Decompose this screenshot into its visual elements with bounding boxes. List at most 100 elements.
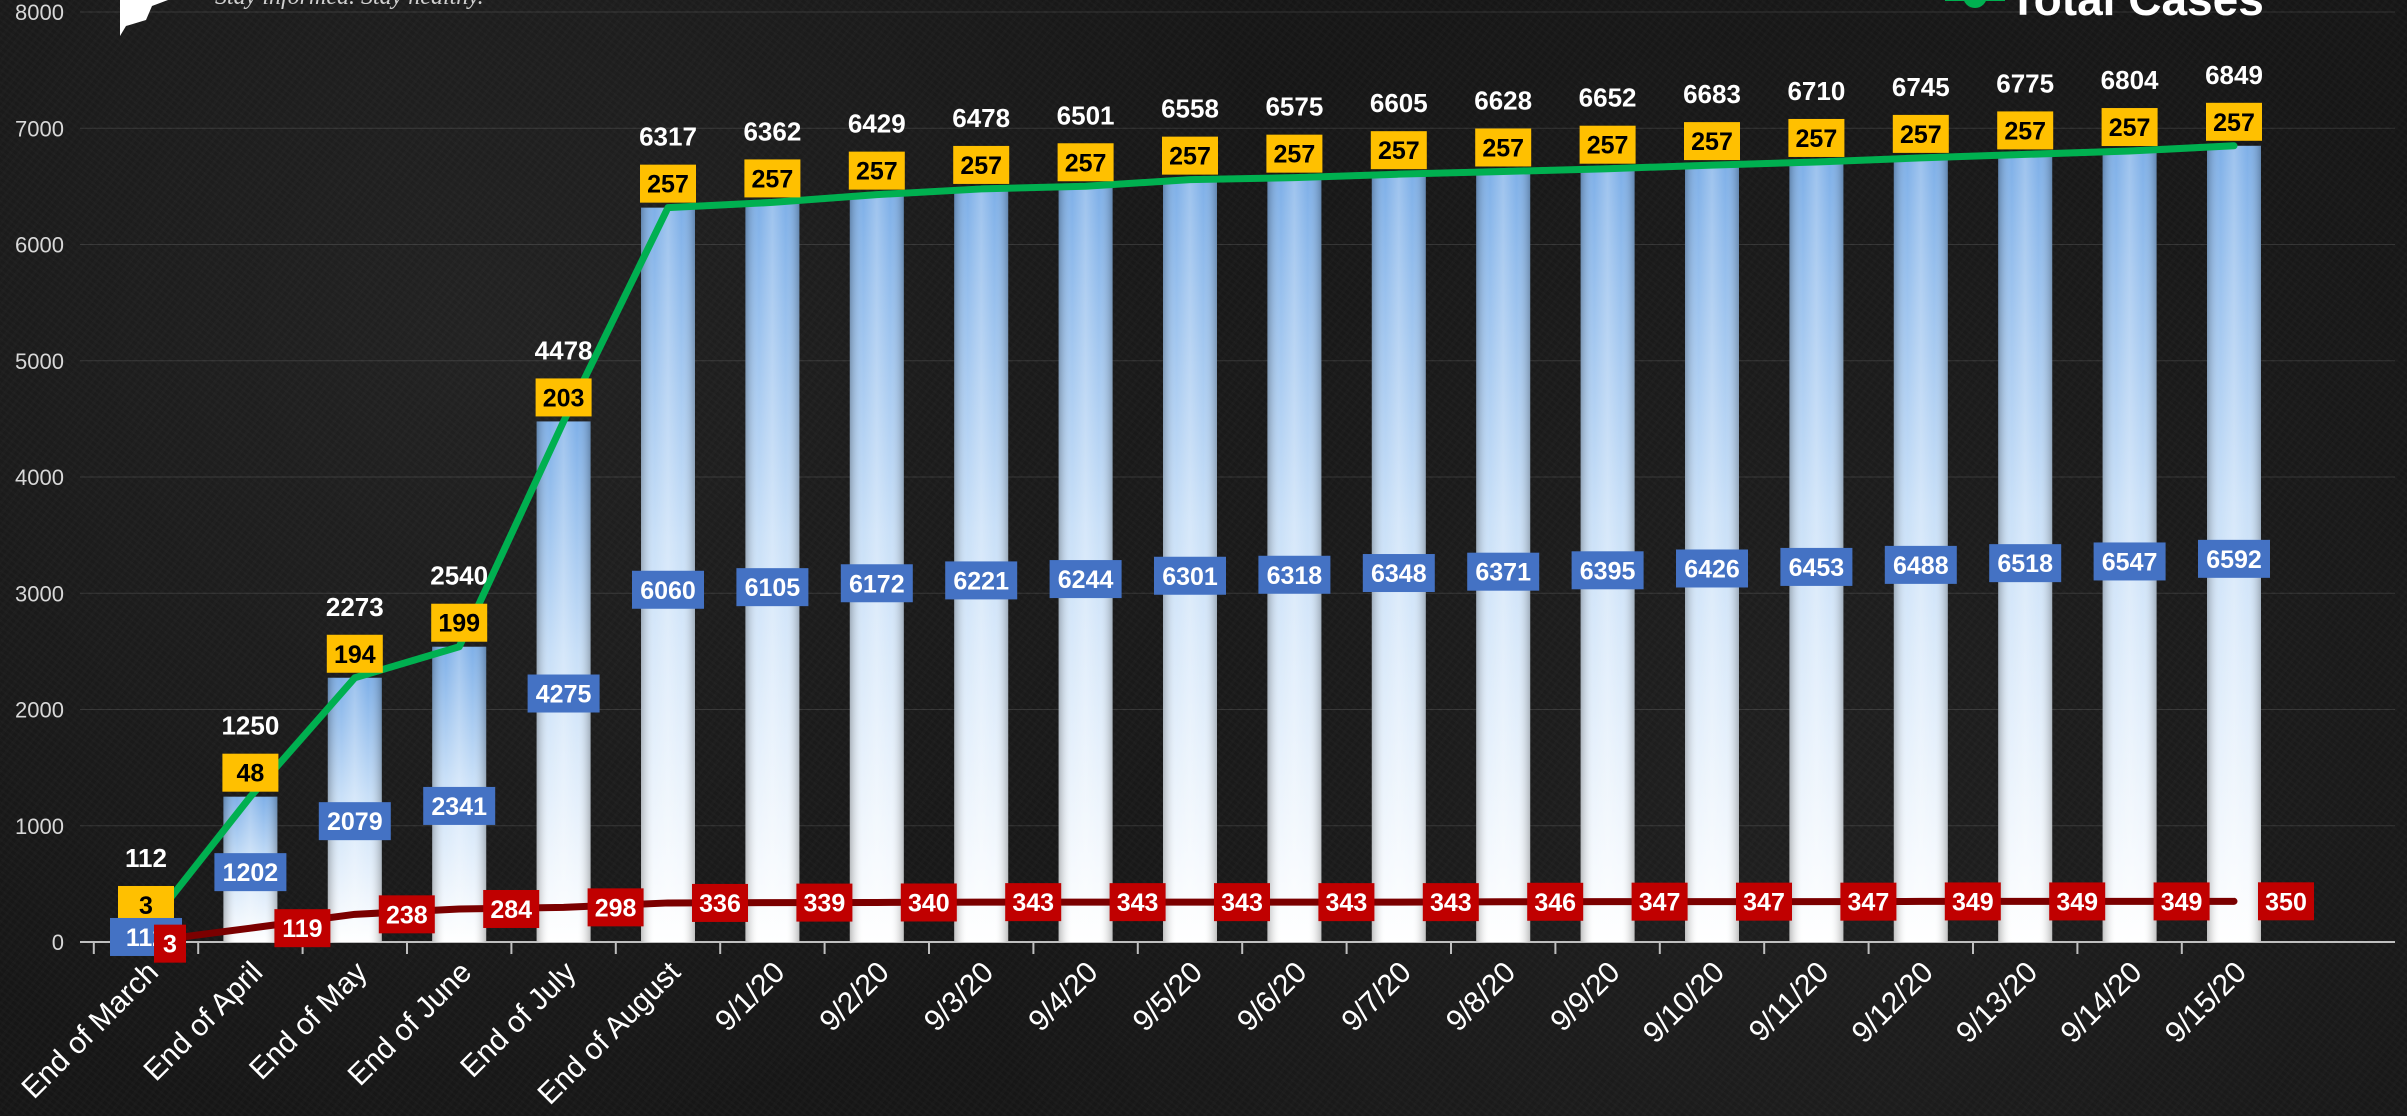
recovered-label-box [1571, 551, 1644, 590]
active-label-text: 257 [2004, 117, 2046, 145]
recovered-label-text: 6348 [1371, 560, 1427, 588]
x-tick-label: 9/15/20 [2159, 956, 2253, 1050]
deaths-label: 343 [1318, 883, 1375, 922]
recovered-label-text: 6518 [1997, 550, 2053, 578]
x-tick-label: 9/14/20 [2054, 956, 2148, 1050]
deaths-label: 347 [1736, 882, 1792, 921]
deaths-label-text: 349 [2161, 888, 2203, 916]
logo [112, 0, 172, 36]
deaths-label-box [1736, 882, 1792, 921]
active-label-text: 3 [139, 892, 153, 920]
deaths-label: 343 [1422, 883, 1479, 922]
recovered-label: 6301 [1154, 556, 1226, 595]
recovered-label-text: 6221 [953, 567, 1009, 595]
active-label: 257 [1162, 136, 1218, 175]
active-label: 199 [431, 603, 488, 642]
total-label: 6683 [1683, 79, 1741, 109]
deaths-label: 336 [692, 883, 748, 922]
active-label: 257 [1266, 134, 1323, 173]
recovered-label: 6488 [1884, 545, 1957, 584]
recovered-label-box [423, 786, 496, 825]
x-tick-label: 9/8/20 [1440, 956, 1522, 1038]
deaths-label-box [1527, 882, 1584, 921]
active-label-box [431, 603, 488, 642]
recovered-label-box [1258, 555, 1331, 594]
deaths-label-box [1944, 882, 2001, 921]
deaths-label-text: 347 [1743, 889, 1785, 917]
total-label: 2540 [430, 561, 488, 591]
legend-marker [1963, 0, 1987, 8]
deaths-label-box [2258, 882, 2314, 921]
active-label-box [535, 378, 592, 417]
x-tick-label: 9/9/20 [1544, 956, 1626, 1038]
recovered-label-box [2198, 539, 2270, 578]
recovered-label-box [527, 674, 600, 713]
active-label-box [118, 885, 174, 924]
recovered-label-box [840, 564, 913, 603]
recovered-label: 6453 [1780, 547, 1853, 586]
active-label-text: 194 [334, 641, 376, 669]
recovered-label: 6318 [1258, 555, 1331, 594]
total-label: 6710 [1787, 76, 1845, 106]
recovered-label-box [1884, 545, 1957, 584]
deaths-label-box [483, 889, 540, 928]
deaths-label: 343 [1214, 883, 1270, 922]
active-label-text: 257 [1169, 143, 1211, 171]
active-label-text: 257 [960, 152, 1002, 180]
x-tick-label: 9/3/20 [918, 956, 1000, 1038]
active-label-text: 199 [438, 610, 480, 638]
active-label-box [326, 634, 383, 673]
deaths-label: 349 [1944, 882, 2001, 921]
recovered-label-text: 6244 [1058, 566, 1114, 594]
total-label: 6317 [639, 122, 697, 152]
recovered-label-box [1362, 554, 1435, 593]
active-label-box [2206, 102, 2262, 141]
active-label-text: 257 [2109, 114, 2151, 142]
deaths-label-text: 238 [386, 901, 428, 929]
deaths-label-box [587, 888, 644, 927]
active-label: 3 [118, 885, 174, 924]
total-label: 6745 [1892, 72, 1950, 102]
recovered-label-text: 6592 [2206, 546, 2262, 574]
deaths-label-text: 336 [699, 890, 741, 918]
deaths-label: 284 [483, 889, 540, 928]
active-label-box [1579, 125, 1636, 164]
x-tick-label: 9/12/20 [1846, 956, 1940, 1050]
active-label-text: 257 [1065, 149, 1107, 177]
recovered-label: 2079 [318, 802, 391, 841]
total-label: 112 [125, 843, 167, 873]
recovered-label-text: 6547 [2102, 548, 2158, 576]
active-label-box [1266, 134, 1323, 173]
total-label: 6849 [2205, 60, 2263, 90]
deaths-label-text: 349 [2056, 888, 2098, 916]
recovered-label: 6371 [1467, 552, 1540, 591]
active-label: 48 [222, 753, 279, 792]
deaths-label-text: 350 [2265, 888, 2307, 916]
deaths-label: 343 [1109, 883, 1166, 922]
x-tick-label: 9/5/20 [1127, 956, 1209, 1038]
deaths-label-text: 343 [1221, 889, 1263, 917]
deaths-label-text: 284 [490, 896, 532, 924]
total-label: 2273 [326, 592, 384, 622]
active-label-box [848, 151, 905, 190]
deaths-label-text: 340 [908, 889, 950, 917]
active-label-box [1892, 114, 1949, 153]
deaths-label: 340 [900, 883, 957, 922]
deaths-label-text: 349 [1952, 888, 1994, 916]
active-label-box [953, 145, 1010, 184]
recovered-label: 6547 [2093, 542, 2166, 581]
active-label-box [744, 159, 801, 198]
total-cases-line [142, 142, 2238, 933]
recovered-label-box [318, 802, 391, 841]
x-tick-label: 9/13/20 [1950, 956, 2044, 1050]
recovered-label: 2341 [423, 786, 496, 825]
active-label-text: 257 [647, 171, 689, 199]
total-label: 6652 [1579, 83, 1637, 113]
deaths-label-box [154, 924, 186, 963]
deaths-label: 3 [154, 924, 186, 963]
active-label-text: 257 [856, 158, 898, 186]
active-label-box [1370, 131, 1427, 170]
deaths-label-text: 343 [1430, 889, 1472, 917]
y-tick-label: 0 [52, 930, 64, 955]
